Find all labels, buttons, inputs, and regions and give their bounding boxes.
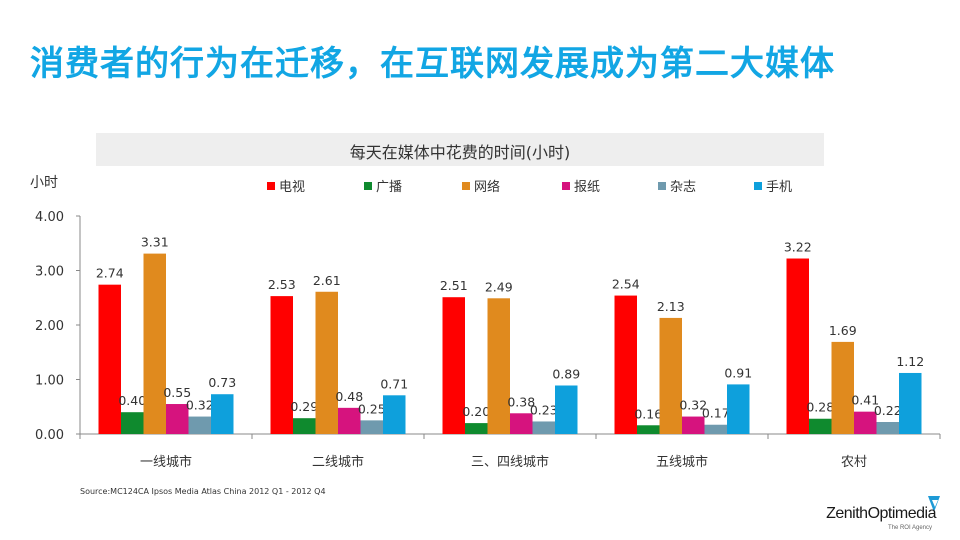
legend-label: 广播 xyxy=(376,180,402,195)
legend-swatch-网络 xyxy=(462,182,470,190)
x-tick-label: 二线城市 xyxy=(312,454,364,470)
bar-电视-农村 xyxy=(786,258,809,434)
legend-swatch-广播 xyxy=(364,182,372,190)
data-label: 2.74 xyxy=(96,266,124,281)
bar-杂志-二线城市 xyxy=(360,420,383,434)
logo-tagline: The ROI Agency xyxy=(887,525,932,531)
data-label: 0.38 xyxy=(507,394,535,409)
bar-报纸-三、四线城市 xyxy=(510,413,533,434)
source-note: Source:MC124CA Ipsos Media Atlas China 2… xyxy=(80,487,326,496)
data-label: 1.69 xyxy=(829,323,857,338)
data-label: 2.54 xyxy=(612,277,640,292)
bar-杂志-一线城市 xyxy=(188,416,211,434)
data-label: 2.61 xyxy=(313,273,341,288)
x-tick-label: 一线城市 xyxy=(140,454,192,470)
data-label: 0.48 xyxy=(335,389,363,404)
data-label: 0.16 xyxy=(634,406,662,421)
chart-title: 每天在媒体中花费的时间(小时) xyxy=(349,143,571,162)
chart-title-bar: 每天在媒体中花费的时间(小时) xyxy=(96,133,824,166)
bar-网络-三、四线城市 xyxy=(487,298,510,434)
data-label: 0.89 xyxy=(552,366,580,381)
logo-wordmark: ZenithOptimedia xyxy=(826,505,936,522)
data-label: 0.73 xyxy=(208,375,236,390)
x-tick-label: 三、四线城市 xyxy=(471,454,549,470)
data-label: 2.51 xyxy=(440,278,468,293)
bar-报纸-二线城市 xyxy=(338,407,361,434)
legend-label: 电视 xyxy=(279,180,305,195)
legend-swatch-报纸 xyxy=(562,182,570,190)
y-axis-label: 小时 xyxy=(30,175,58,191)
legend-label: 网络 xyxy=(474,179,500,195)
data-label: 1.12 xyxy=(896,354,924,369)
bar-杂志-三、四线城市 xyxy=(532,421,555,434)
bar-手机-五线城市 xyxy=(727,384,750,434)
legend-label: 手机 xyxy=(766,180,792,195)
bar-电视-二线城市 xyxy=(270,296,293,434)
data-label: 2.13 xyxy=(657,299,685,314)
logo-mark-icon xyxy=(928,496,940,512)
data-label: 0.28 xyxy=(806,400,834,415)
data-label: 0.29 xyxy=(290,399,318,414)
bar-广播-一线城市 xyxy=(121,412,144,434)
bar-报纸-农村 xyxy=(854,411,877,434)
x-tick-label: 农村 xyxy=(841,455,867,470)
bar-报纸-一线城市 xyxy=(166,404,189,434)
legend-swatch-杂志 xyxy=(658,182,666,190)
data-label: 0.23 xyxy=(530,402,558,417)
y-tick-label: 1.00 xyxy=(35,374,64,389)
bar-网络-二线城市 xyxy=(315,291,338,434)
data-label: 0.55 xyxy=(163,385,191,400)
bar-广播-五线城市 xyxy=(637,425,660,434)
data-label: 0.32 xyxy=(679,398,707,413)
data-label: 0.17 xyxy=(702,406,730,421)
bar-手机-农村 xyxy=(899,372,922,434)
data-label: 0.41 xyxy=(851,393,879,408)
bar-电视-五线城市 xyxy=(614,295,637,434)
bar-广播-三、四线城市 xyxy=(465,423,488,434)
data-label: 3.22 xyxy=(784,240,812,255)
data-label: 0.71 xyxy=(380,376,408,391)
bar-报纸-五线城市 xyxy=(682,416,705,434)
data-label: 0.32 xyxy=(186,398,214,413)
bar-杂志-五线城市 xyxy=(704,424,727,434)
bar-网络-农村 xyxy=(831,341,854,434)
y-tick-label: 2.00 xyxy=(35,319,64,334)
y-tick-label: 0.00 xyxy=(35,428,64,443)
data-label: 0.40 xyxy=(118,393,146,408)
bar-电视-三、四线城市 xyxy=(442,297,465,434)
data-label: 0.20 xyxy=(462,404,490,419)
data-label: 2.49 xyxy=(485,279,513,294)
data-label: 3.31 xyxy=(141,235,169,250)
legend-swatch-电视 xyxy=(267,182,275,190)
bar-手机-一线城市 xyxy=(211,394,234,434)
bar-杂志-农村 xyxy=(876,422,899,434)
bar-手机-三、四线城市 xyxy=(555,385,578,434)
bar-网络-五线城市 xyxy=(659,317,682,434)
bar-广播-二线城市 xyxy=(293,418,316,434)
y-tick-label: 3.00 xyxy=(35,265,64,280)
bar-网络-一线城市 xyxy=(143,253,166,434)
data-label: 0.91 xyxy=(724,365,752,380)
y-tick-label: 4.00 xyxy=(35,210,64,225)
bar-手机-二线城市 xyxy=(383,395,406,434)
data-label: 0.25 xyxy=(358,401,386,416)
legend-label: 杂志 xyxy=(670,180,696,195)
bar-电视-一线城市 xyxy=(98,284,121,434)
legend-swatch-手机 xyxy=(754,182,762,190)
bar-广播-农村 xyxy=(809,418,832,434)
data-label: 0.22 xyxy=(874,403,902,418)
legend-label: 报纸 xyxy=(574,180,600,195)
page-title: 消费者的行为在迁移，在互联网发展成为第二大媒体 xyxy=(30,44,835,84)
x-tick-label: 五线城市 xyxy=(656,454,708,470)
data-label: 2.53 xyxy=(268,277,296,292)
